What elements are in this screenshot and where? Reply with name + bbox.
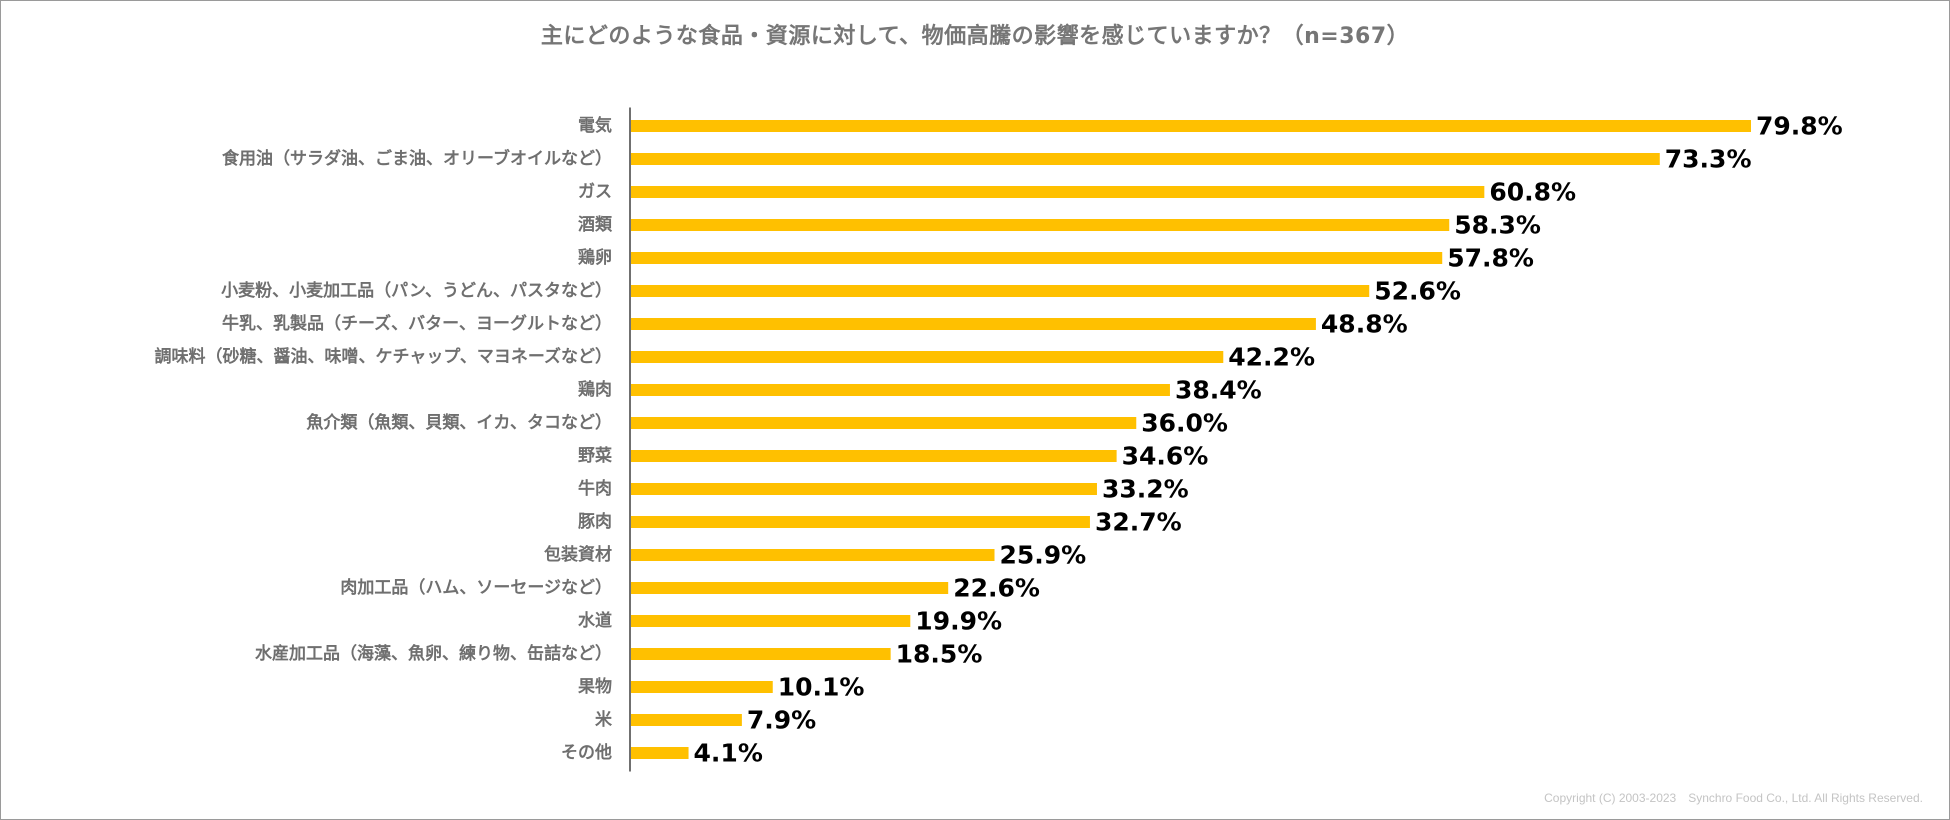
bar-11 (631, 483, 1097, 495)
category-label-19: その他 (561, 742, 612, 763)
bar-2 (631, 186, 1485, 198)
value-label-3: 58.3% (1454, 211, 1541, 240)
category-label-3: 酒類 (578, 214, 613, 235)
bar-14 (631, 582, 949, 594)
category-label-5: 小麦粉、小麦加工品（パン、うどん、パスタなど） (221, 280, 612, 301)
bar-0 (631, 120, 1751, 132)
value-label-19: 4.1% (694, 739, 763, 768)
bar-1 (631, 153, 1660, 165)
value-label-11: 33.2% (1102, 475, 1189, 504)
category-label-18: 米 (595, 709, 613, 730)
category-label-8: 鶏肉 (578, 379, 612, 400)
category-label-10: 野菜 (578, 446, 613, 466)
bar-6 (631, 318, 1316, 330)
value-label-15: 19.9% (915, 607, 1002, 636)
category-label-9: 魚介類（魚類、貝類、イカ、タコなど） (306, 412, 612, 433)
category-label-2: ガス (578, 182, 612, 202)
bar-16 (631, 648, 891, 660)
bar-8 (631, 384, 1170, 396)
bar-12 (631, 516, 1090, 528)
category-label-12: 豚肉 (578, 511, 612, 532)
value-label-16: 18.5% (896, 640, 983, 669)
value-label-12: 32.7% (1095, 508, 1182, 537)
value-label-6: 48.8% (1321, 310, 1408, 339)
chart-title: 主にどのような食品・資源に対して、物価高騰の影響を感じていますか？（n=367） (540, 24, 1410, 49)
value-label-14: 22.6% (953, 574, 1040, 603)
bar-15 (631, 615, 911, 627)
value-label-9: 36.0% (1141, 409, 1228, 438)
category-label-14: 肉加工品（ハム、ソーセージなど） (340, 577, 612, 598)
bar-4 (631, 252, 1443, 264)
value-label-17: 10.1% (778, 673, 865, 702)
value-label-5: 52.6% (1374, 277, 1461, 306)
bar-3 (631, 219, 1450, 231)
category-label-4: 鶏卵 (578, 247, 612, 268)
value-label-0: 79.8% (1756, 112, 1843, 141)
bar-17 (631, 681, 773, 693)
copyright-notice: Copyright (C) 2003-2023 Synchro Food Co.… (1544, 791, 1923, 805)
value-label-10: 34.6% (1122, 442, 1209, 471)
category-label-15: 水道 (578, 610, 612, 631)
value-label-4: 57.8% (1447, 244, 1534, 273)
category-label-11: 牛肉 (578, 478, 612, 499)
bar-10 (631, 450, 1117, 462)
bar-18 (631, 714, 742, 726)
category-label-7: 調味料（砂糖、醤油、味噌、ケチャップ、マヨネーズなど） (155, 346, 612, 367)
value-label-7: 42.2% (1228, 343, 1315, 372)
category-label-6: 牛乳、乳製品（チーズ、バター、ヨーグルトなど） (222, 313, 612, 334)
value-label-1: 73.3% (1665, 145, 1752, 174)
value-labels-layer: 79.8%73.3% 60.8% 58.3% 57.8% 52.6% 48.8%42.2%… (694, 112, 1843, 768)
category-label-17: 果物 (578, 676, 612, 697)
category-label-13: 包装資材 (544, 544, 612, 565)
value-label-18: 7.9% (747, 706, 816, 735)
value-label-8: 38.4% (1175, 376, 1262, 405)
bars-layer (631, 120, 1751, 759)
bar-19 (631, 747, 689, 759)
category-label-1: 食用油（サラダ油、ごま油、オリーブオイルなど） (222, 148, 612, 169)
bar-9 (631, 417, 1137, 429)
bar-13 (631, 549, 995, 561)
value-label-13: 25.9% (1000, 541, 1087, 570)
category-label-16: 水産加工品（海藻、魚卵、練り物、缶詰など） (255, 643, 612, 664)
bar-7 (631, 351, 1224, 363)
category-label-0: 電気 (578, 115, 612, 136)
value-label-2: 60.8% (1489, 178, 1576, 207)
bar-5 (631, 285, 1370, 297)
